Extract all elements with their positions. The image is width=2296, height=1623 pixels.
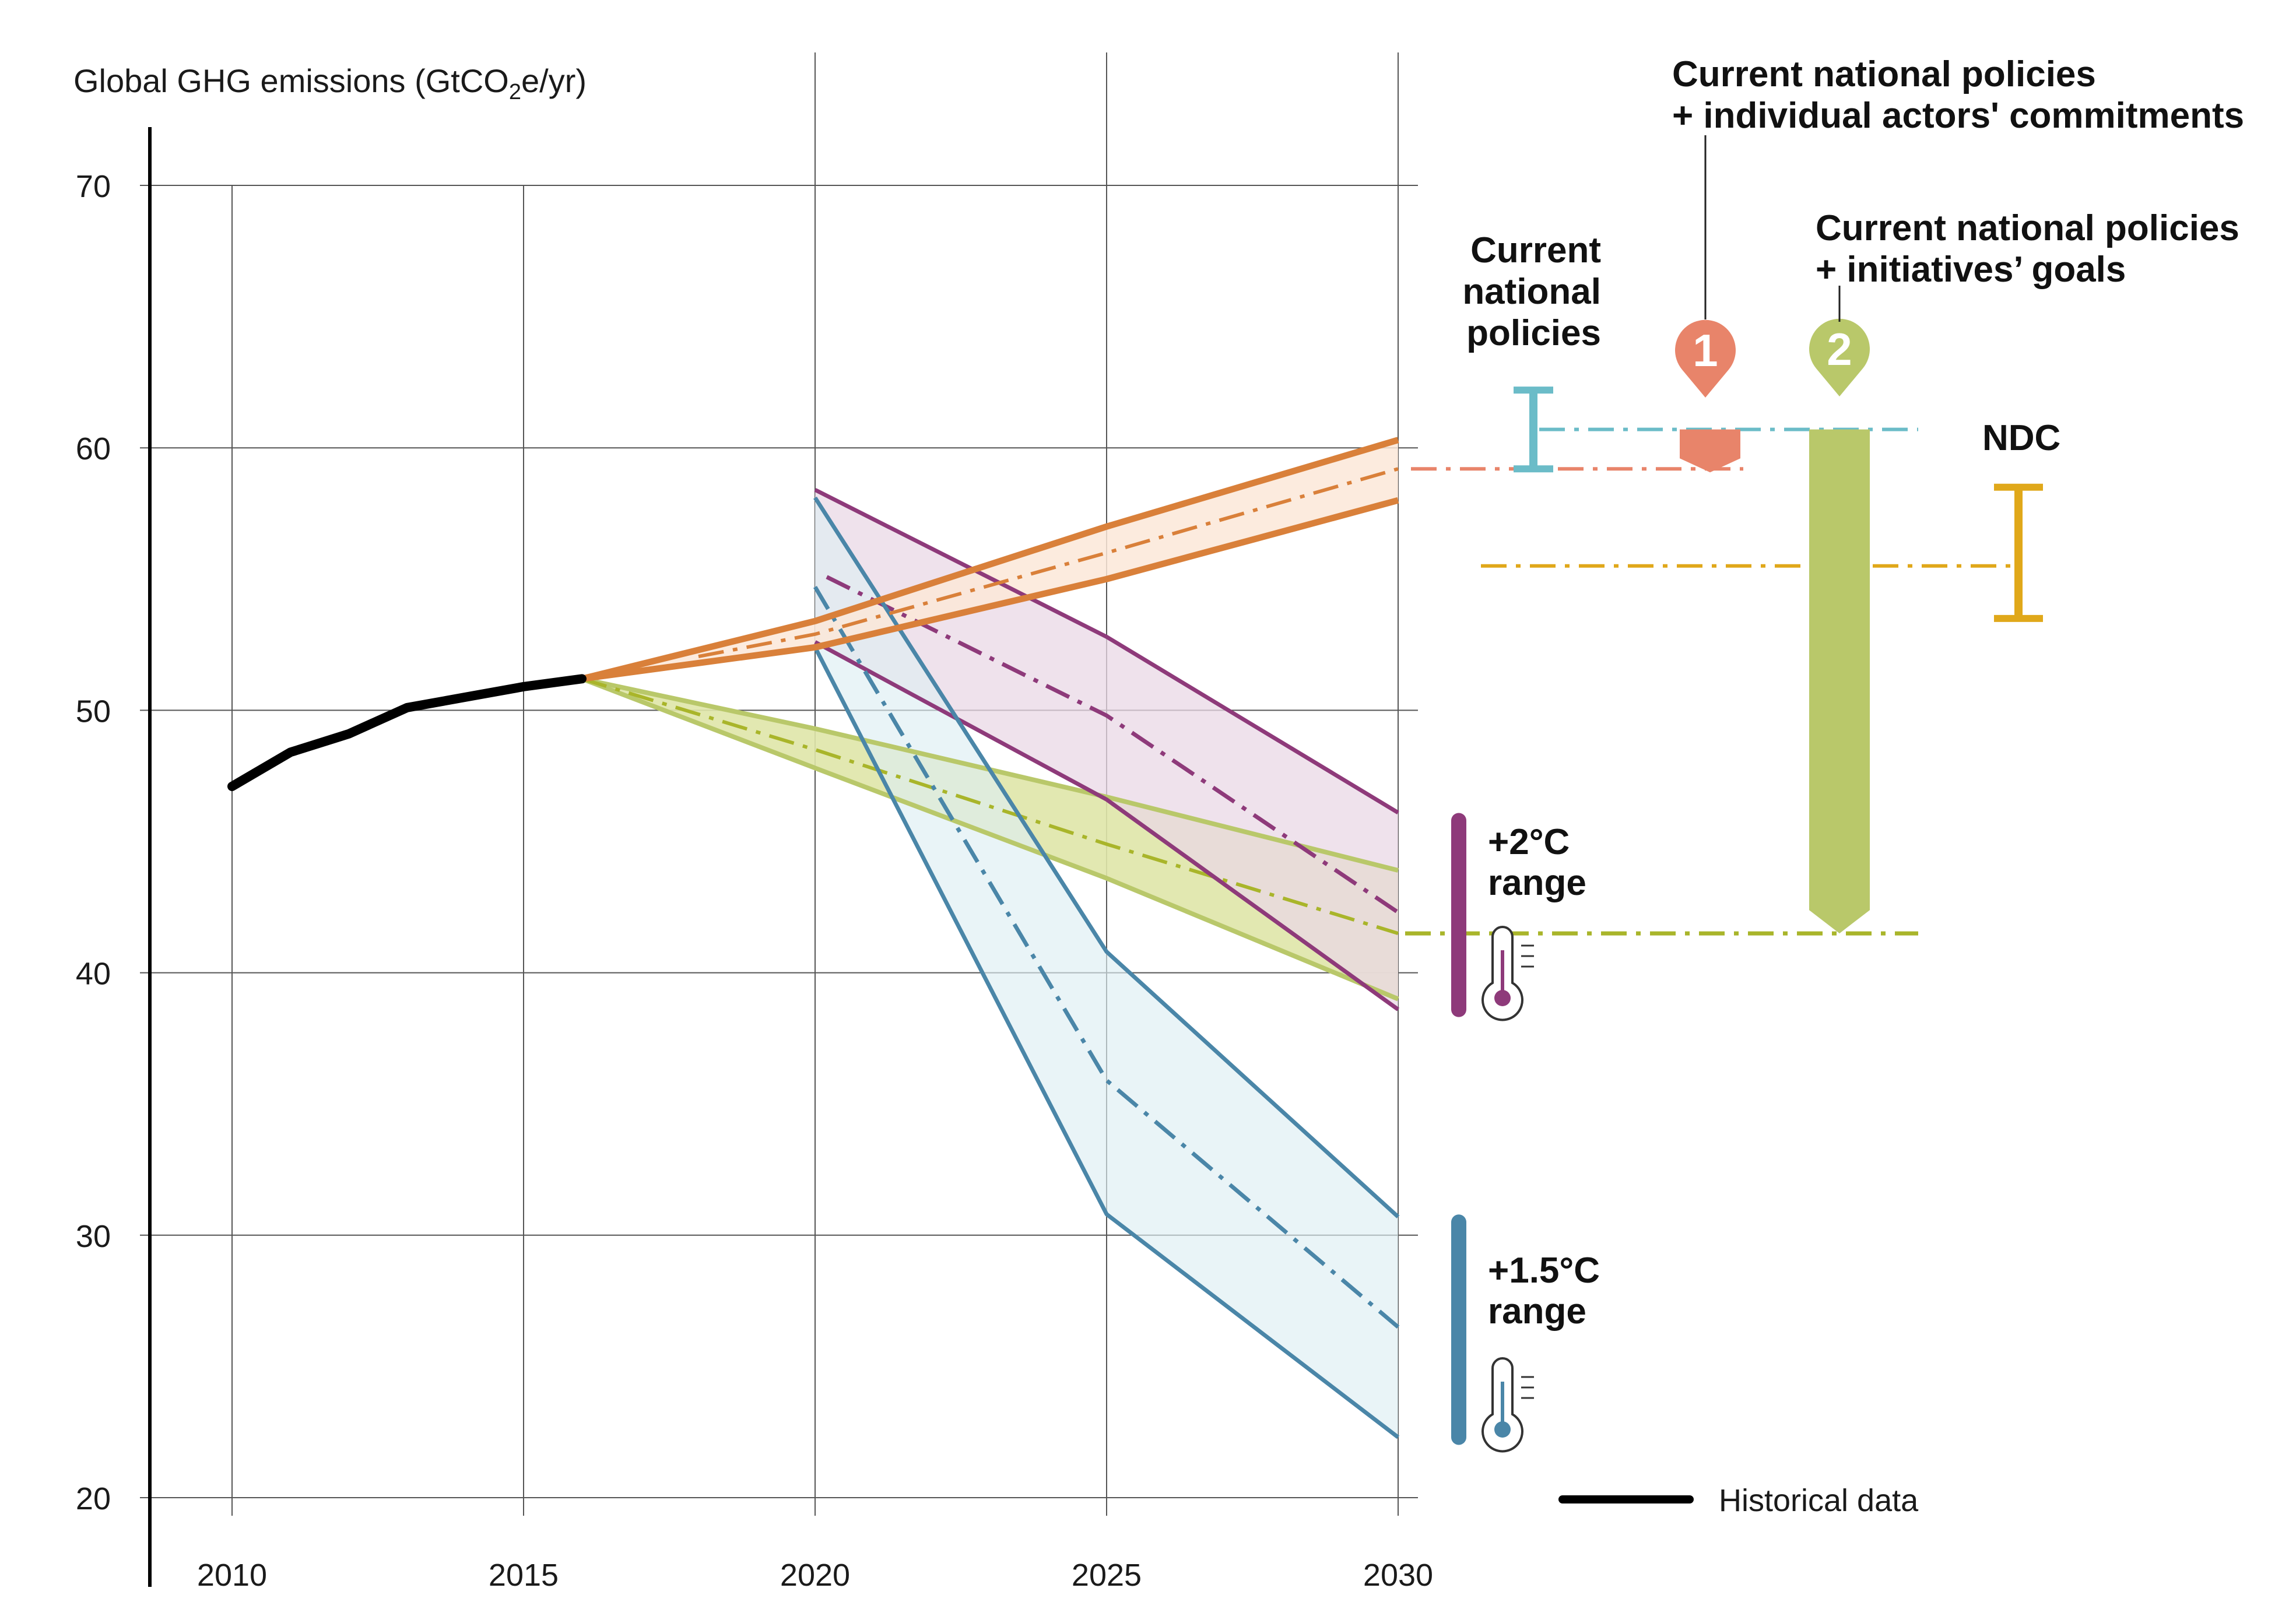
- x-tick-label: 2025: [1072, 1558, 1142, 1593]
- current-national-policies-label-line-1: Current: [1470, 230, 1601, 270]
- labels: Global GHG emissions (GtCO2e/yr) Currentn…: [73, 54, 2244, 1518]
- y-tick-label: 40: [76, 957, 111, 992]
- one-five-degree-range-label-line-2: range: [1488, 1291, 1586, 1332]
- historical-series: [227, 674, 587, 791]
- actors-commitments-label-line-2: + individual actors' commitments: [1672, 96, 2244, 136]
- x-tick-label: 2030: [1363, 1558, 1433, 1593]
- y-tick-label: 70: [76, 169, 111, 204]
- x-tick-label: 2015: [489, 1558, 559, 1593]
- two-degree-thermometer-icon: [1481, 926, 1534, 1021]
- grid: [140, 52, 1418, 1516]
- scenario-bands: [581, 437, 1400, 1439]
- two-degree-range-label-line-1: +2°C: [1488, 822, 1570, 862]
- initiatives-marker-number: 2: [1827, 324, 1852, 375]
- one-five-degree-range-label-line-1: +1.5°C: [1488, 1250, 1600, 1291]
- actors-commitments-label-line-1: Current national policies: [1672, 54, 2096, 94]
- band-median-initiatives: [581, 677, 1399, 935]
- actors-marker: [1675, 319, 1736, 398]
- current-national-policies-label-line-3: policies: [1466, 313, 1601, 353]
- band-fill-two_degree: [815, 490, 1398, 1010]
- band-lower-current_policies: [581, 497, 1399, 682]
- y-tick-label: 60: [76, 431, 111, 466]
- actors-marker-number: 1: [1693, 325, 1718, 376]
- y-tick-label: 50: [76, 694, 111, 729]
- one-five-degree-thermometer-icon-bulb: [1494, 1421, 1511, 1438]
- band-lower-one_five_degree: [813, 646, 1400, 1439]
- band-lower-two_degree: [814, 640, 1400, 1011]
- actors-commitments-arrow: [1680, 429, 1740, 473]
- two-degree-range-label-line-2: range: [1488, 863, 1586, 903]
- current-national-policies-label-line-2: national: [1462, 272, 1601, 312]
- legend-historical-label: Historical data: [1719, 1483, 1919, 1518]
- ndc-label: NDC: [1982, 418, 2060, 458]
- initiatives-goals-label-line-2: + initiatives’ goals: [1816, 250, 2126, 290]
- band-upper-two_degree: [814, 488, 1399, 814]
- y-tick-label: 20: [76, 1481, 111, 1516]
- band-upper-one_five_degree: [813, 496, 1400, 1218]
- x-tick-label: 2010: [197, 1558, 267, 1593]
- y-axis-label: Global GHG emissions (GtCO2e/yr): [73, 62, 587, 104]
- one-five-degree-thermometer-icon: [1481, 1357, 1534, 1453]
- initiatives-marker: [1809, 318, 1870, 396]
- band-fill-one_five_degree: [815, 497, 1398, 1438]
- initiatives-goals-label-line-1: Current national policies: [1816, 208, 2239, 248]
- band-lower-initiatives: [581, 676, 1399, 1002]
- band-upper-initiatives: [581, 676, 1399, 873]
- historical-line: [227, 674, 587, 791]
- y-tick-label: 30: [76, 1219, 111, 1254]
- initiatives-goals-arrow: [1809, 429, 1870, 934]
- two-degree-thermometer-icon-bulb: [1494, 990, 1511, 1006]
- x-tick-label: 2020: [780, 1558, 850, 1593]
- band-median-current_policies: [698, 467, 1399, 659]
- band-upper-current_policies: [581, 437, 1399, 682]
